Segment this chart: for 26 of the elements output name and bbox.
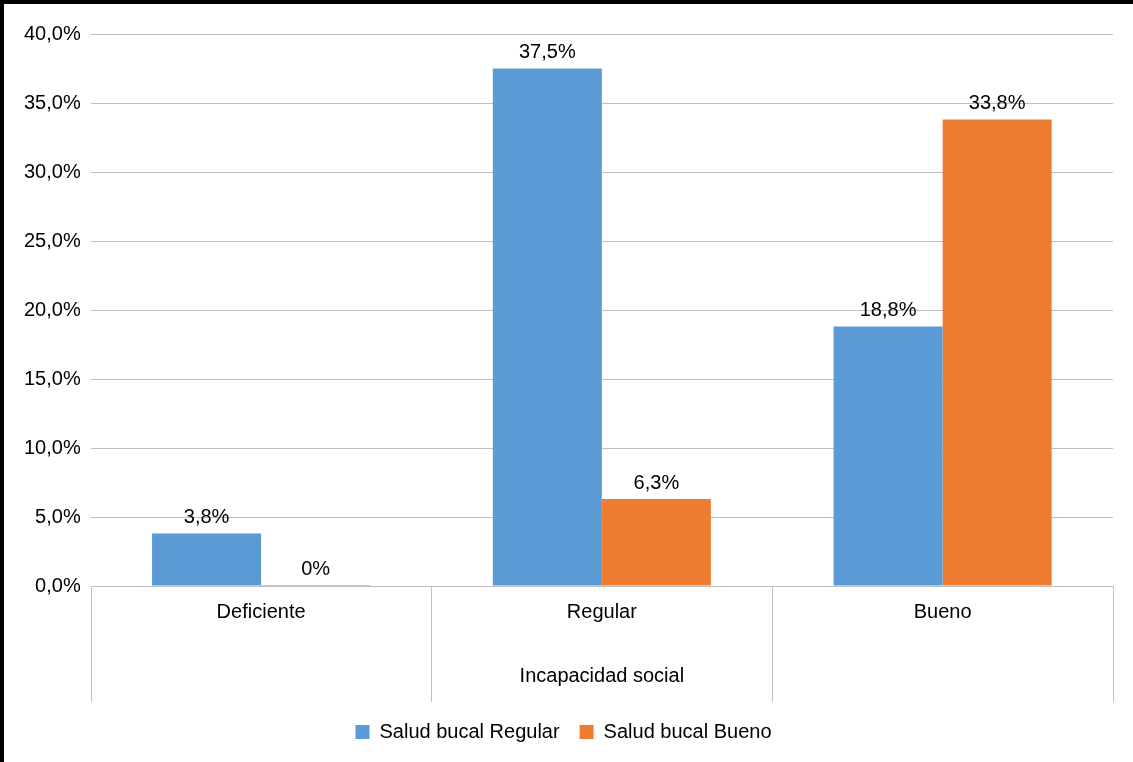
legend-label: Salud bucal Regular xyxy=(379,719,560,742)
legend-label: Salud bucal Bueno xyxy=(603,719,772,742)
y-tick-label: 35,0% xyxy=(23,90,81,113)
data-label: 6,3% xyxy=(633,470,680,493)
bar xyxy=(492,68,602,586)
data-label: 33,8% xyxy=(968,91,1026,114)
y-tick-label: 10,0% xyxy=(23,435,81,458)
bar xyxy=(942,119,1052,586)
x-tick-label: Regular xyxy=(566,599,638,622)
data-label: 37,5% xyxy=(518,40,576,63)
y-tick-label: 5,0% xyxy=(35,504,81,527)
x-tick-label: Bueno xyxy=(913,599,972,622)
bar xyxy=(833,326,943,586)
y-tick-label: 15,0% xyxy=(23,366,81,389)
bar xyxy=(601,499,711,586)
x-tick-label: Deficiente xyxy=(216,599,306,622)
x-axis-title: Incapacidad social xyxy=(519,663,685,686)
y-tick-label: 40,0% xyxy=(23,21,81,44)
y-tick-label: 30,0% xyxy=(23,159,81,182)
y-tick-label: 20,0% xyxy=(23,297,81,320)
bar xyxy=(152,533,262,586)
data-label: 0% xyxy=(301,556,331,579)
y-tick-label: 0,0% xyxy=(35,573,81,596)
y-tick-label: 25,0% xyxy=(23,228,81,251)
data-label: 3,8% xyxy=(183,505,230,528)
data-label: 18,8% xyxy=(859,298,917,321)
